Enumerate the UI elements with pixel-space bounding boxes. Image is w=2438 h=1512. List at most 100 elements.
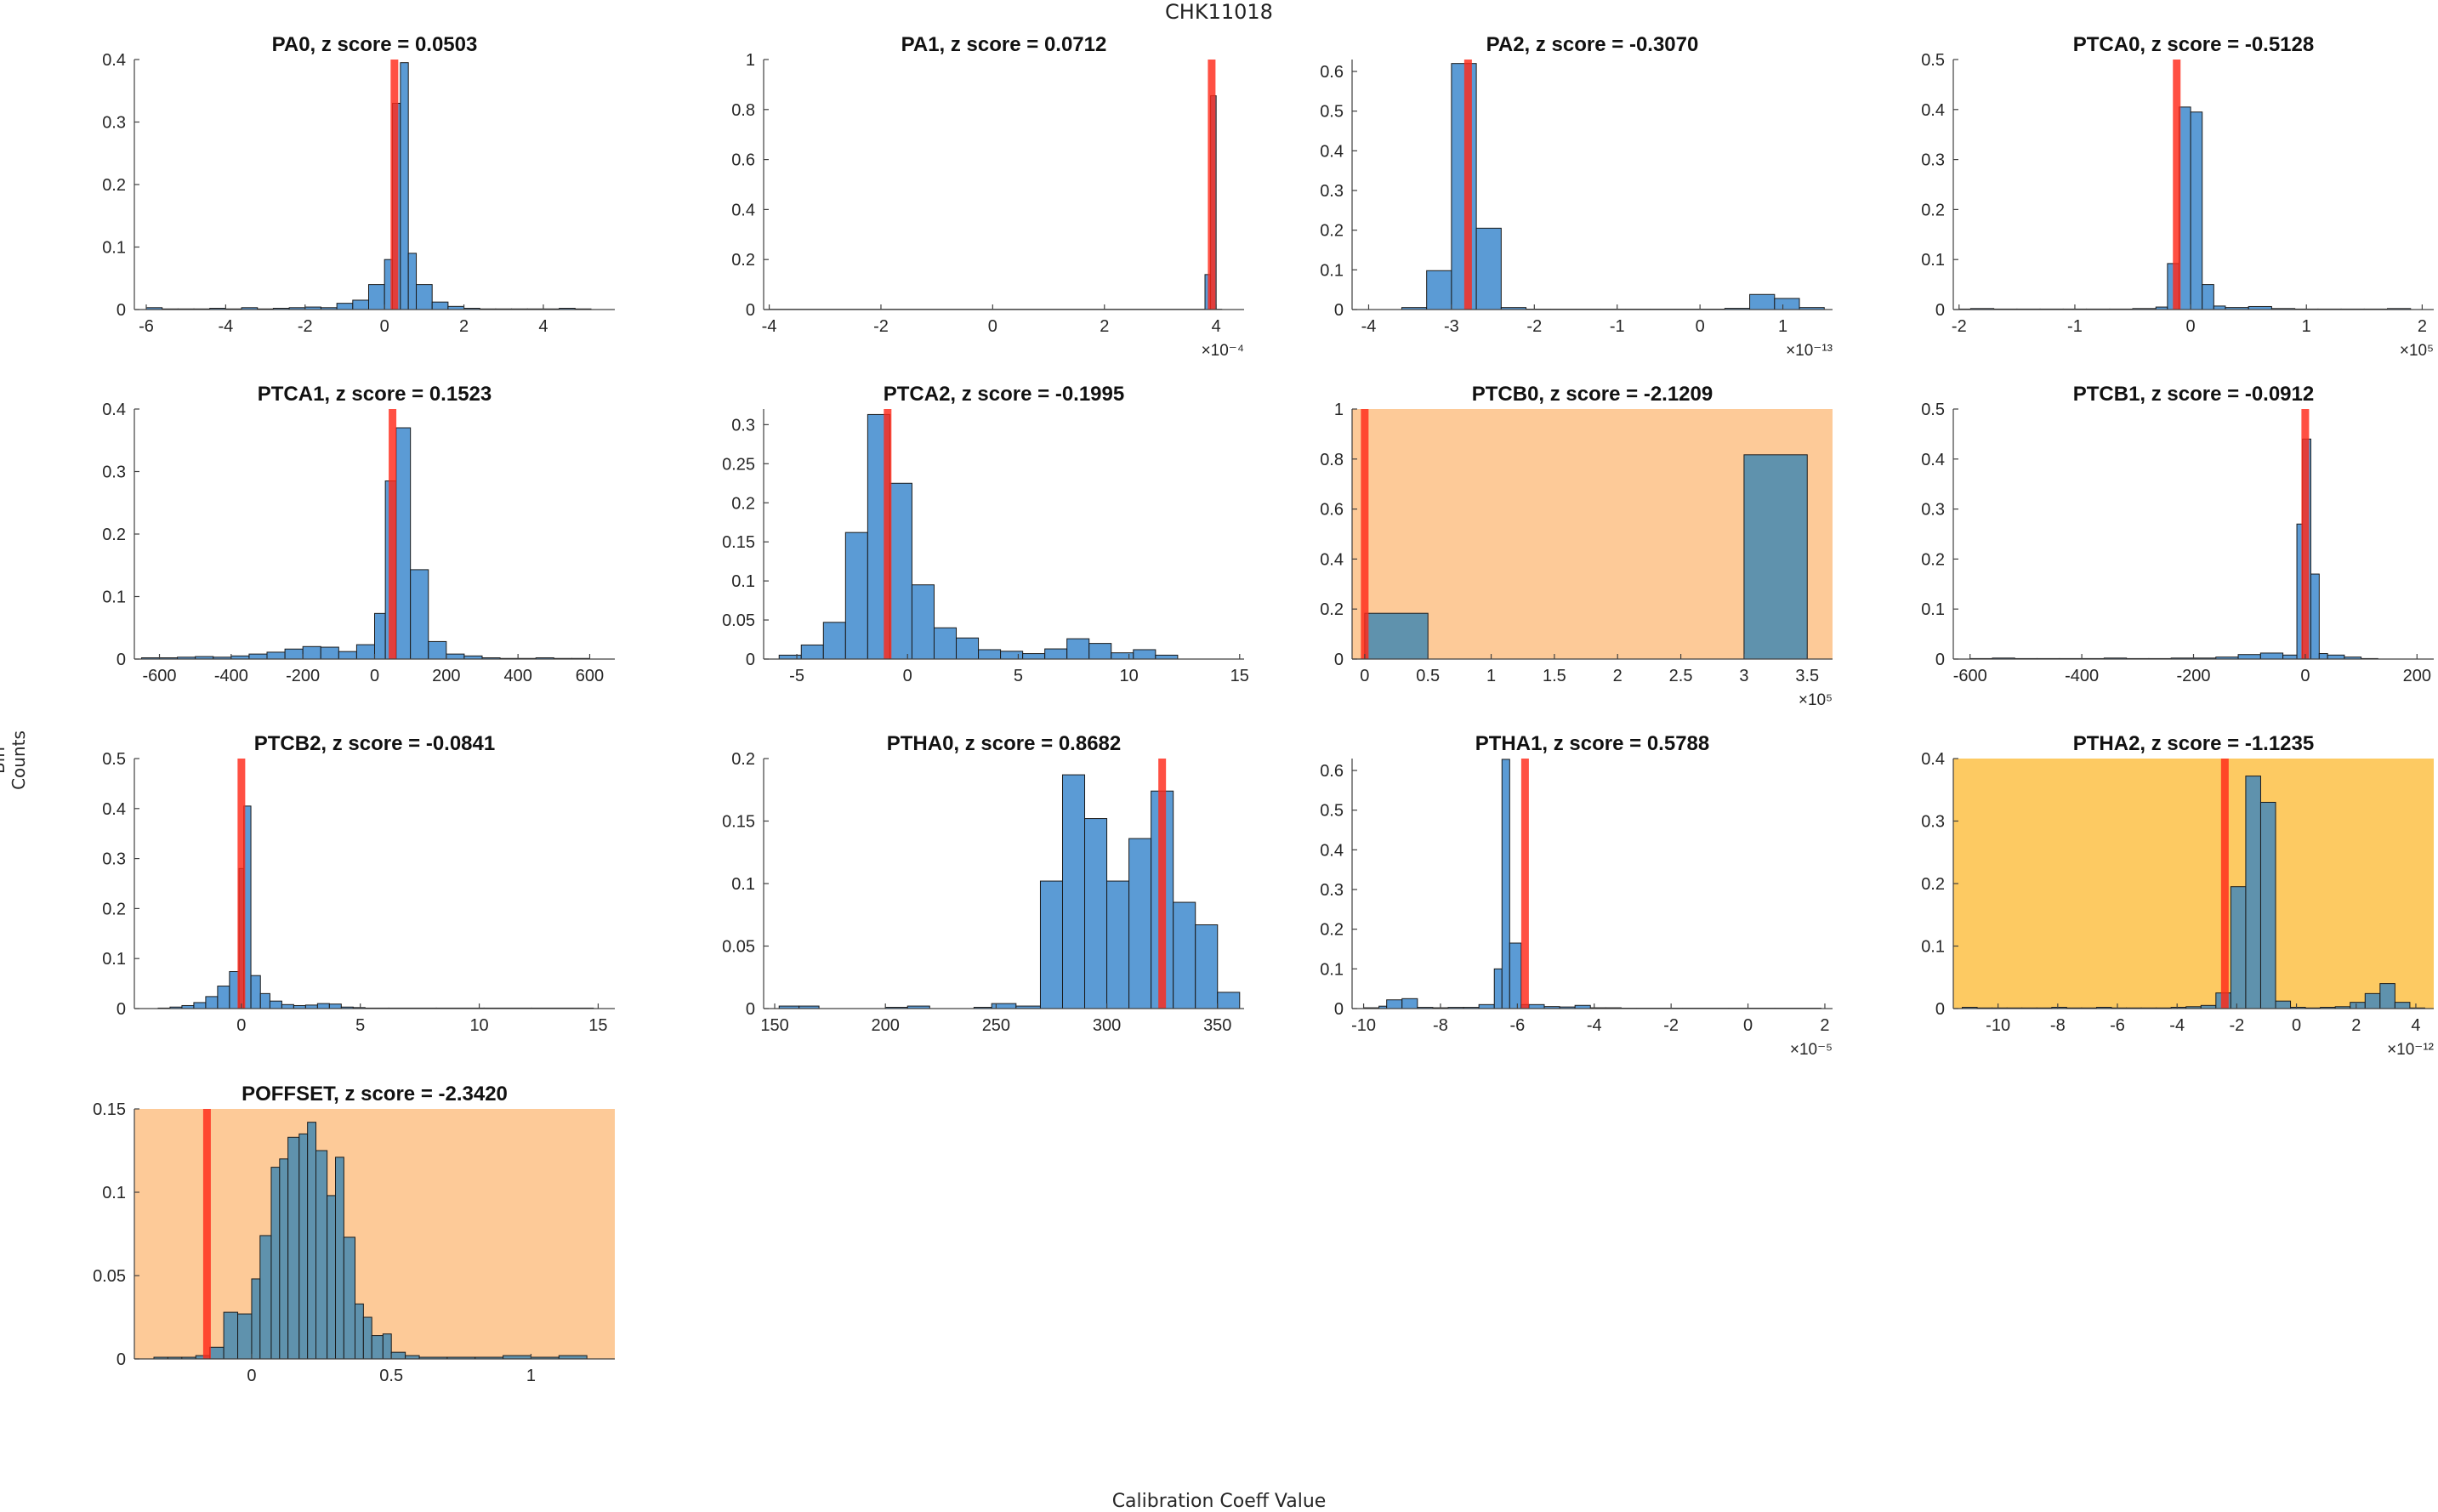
y-tick-label: 0.1 bbox=[1921, 938, 1945, 957]
value-marker-line bbox=[203, 1109, 211, 1359]
y-tick-label: 0 bbox=[1334, 1000, 1344, 1019]
y-tick-label: 0.6 bbox=[731, 151, 755, 170]
x-tick-label: 200 bbox=[432, 667, 460, 685]
y-tick-label: 0.05 bbox=[722, 611, 755, 630]
histogram-bar bbox=[1023, 654, 1045, 659]
x-tick-label: 1.5 bbox=[1543, 667, 1566, 685]
histogram-bar bbox=[1089, 644, 1111, 659]
x-tick-label: -1 bbox=[1610, 317, 1625, 336]
x-tick-label: 5 bbox=[1014, 667, 1023, 685]
x-tick-label: -200 bbox=[2176, 667, 2210, 685]
y-tick-label: 0.4 bbox=[1320, 841, 1344, 860]
y-tick-label: 0.3 bbox=[1921, 501, 1945, 520]
y-tick-label: 0.2 bbox=[1921, 550, 1945, 569]
histogram-bar bbox=[355, 1304, 364, 1359]
x-tick-label: -6 bbox=[139, 317, 154, 336]
value-marker-line bbox=[390, 60, 398, 310]
y-tick-label: 0 bbox=[1935, 301, 1945, 320]
y-tick-label: 0.3 bbox=[1921, 813, 1945, 832]
y-tick-label: 0.2 bbox=[731, 251, 755, 270]
histogram-bar bbox=[801, 645, 823, 659]
histogram-bar bbox=[363, 1317, 372, 1359]
x-tick-label: 0.5 bbox=[379, 1367, 403, 1385]
x-tick-label: 5 bbox=[355, 1016, 365, 1035]
y-tick-label: 0.2 bbox=[1320, 600, 1344, 619]
y-tick-label: 0.1 bbox=[731, 875, 755, 894]
histogram-bar bbox=[1085, 819, 1107, 1009]
histogram-bar bbox=[957, 638, 979, 659]
x-tick-label: 200 bbox=[2403, 667, 2431, 685]
y-tick-label: 0 bbox=[1935, 1000, 1945, 1019]
subplot-title: PA0, z score = 0.0503 bbox=[272, 33, 478, 56]
histogram-bar bbox=[1387, 1000, 1402, 1009]
y-tick-label: 0.2 bbox=[1320, 921, 1344, 940]
subplot-title: PTHA1, z score = 0.5788 bbox=[1475, 732, 1709, 755]
histogram-bar bbox=[299, 1134, 308, 1359]
y-tick-label: 0.8 bbox=[731, 101, 755, 120]
value-marker-line bbox=[1361, 409, 1368, 659]
histogram-bar bbox=[823, 622, 845, 659]
x-tick-label: 2 bbox=[459, 317, 469, 336]
subplot-title: PTHA2, z score = -1.1235 bbox=[2073, 732, 2314, 755]
x-tick-label: 0 bbox=[1360, 667, 1369, 685]
x-tick-label: 0 bbox=[247, 1367, 256, 1385]
y-tick-label: 0.3 bbox=[102, 114, 126, 133]
histogram-bar bbox=[2380, 984, 2395, 1009]
x-tick-label: 1 bbox=[1778, 317, 1787, 336]
highlight-background bbox=[1953, 759, 2434, 1009]
y-tick-label: 0.4 bbox=[102, 51, 126, 70]
histogram-bar bbox=[303, 646, 321, 659]
histogram-bar bbox=[2310, 574, 2319, 659]
x-tick-label: -8 bbox=[1433, 1016, 1448, 1035]
histogram-bar bbox=[375, 613, 386, 659]
x-tick-label: 2 bbox=[2351, 1016, 2361, 1035]
x-tick-label: 0 bbox=[2292, 1016, 2301, 1035]
axis-exponent: ×10⁻¹² bbox=[2387, 1041, 2434, 1059]
y-tick-label: 0.2 bbox=[102, 900, 126, 918]
histogram-bar bbox=[337, 304, 353, 310]
y-tick-label: 0.5 bbox=[102, 750, 126, 769]
histogram-bar bbox=[411, 570, 429, 659]
x-tick-label: 2 bbox=[2418, 317, 2427, 336]
value-marker-line bbox=[2301, 409, 2309, 659]
y-tick-label: 0.2 bbox=[1921, 201, 1945, 219]
y-tick-label: 0.2 bbox=[1320, 222, 1344, 241]
histogram-bar bbox=[1129, 838, 1151, 1009]
x-tick-label: -200 bbox=[286, 667, 320, 685]
histogram-bar bbox=[1744, 455, 1807, 659]
y-tick-label: 0.3 bbox=[731, 416, 755, 435]
x-tick-label: 0 bbox=[2186, 317, 2196, 336]
histogram-bar bbox=[305, 1005, 317, 1009]
x-tick-label: -2 bbox=[873, 317, 889, 336]
x-tick-label: 15 bbox=[1230, 667, 1249, 685]
y-tick-label: 0.2 bbox=[731, 750, 755, 769]
histogram-bar bbox=[218, 986, 230, 1009]
histogram-bar bbox=[934, 628, 956, 659]
x-tick-label: -4 bbox=[762, 317, 777, 336]
subplot-title: PTCA0, z score = -0.5128 bbox=[2073, 33, 2314, 56]
x-tick-label: 0 bbox=[903, 667, 912, 685]
histogram-bar bbox=[446, 654, 464, 659]
x-tick-label: 0 bbox=[988, 317, 997, 336]
y-tick-label: 0.3 bbox=[1921, 151, 1945, 170]
y-tick-label: 0.1 bbox=[102, 1184, 126, 1202]
histogram-bar bbox=[252, 1279, 260, 1359]
x-tick-label: 4 bbox=[1212, 317, 1221, 336]
y-tick-label: 0.15 bbox=[93, 1100, 126, 1119]
histogram-bar bbox=[1174, 902, 1196, 1009]
value-marker-line bbox=[884, 409, 891, 659]
subplot-title: PTCB2, z score = -0.0841 bbox=[254, 732, 495, 755]
value-marker-line bbox=[1208, 60, 1215, 310]
y-tick-label: 0.05 bbox=[722, 938, 755, 957]
subplot-title: PTHA0, z score = 0.8682 bbox=[887, 732, 1121, 755]
x-tick-label: -400 bbox=[214, 667, 248, 685]
subplot-title: PTCA2, z score = -0.1995 bbox=[884, 383, 1124, 406]
x-tick-label: 300 bbox=[1093, 1016, 1121, 1035]
histogram-bar bbox=[249, 654, 267, 659]
histogram-bar bbox=[408, 253, 416, 310]
y-tick-label: 0 bbox=[117, 651, 126, 669]
x-tick-label: -4 bbox=[218, 317, 233, 336]
